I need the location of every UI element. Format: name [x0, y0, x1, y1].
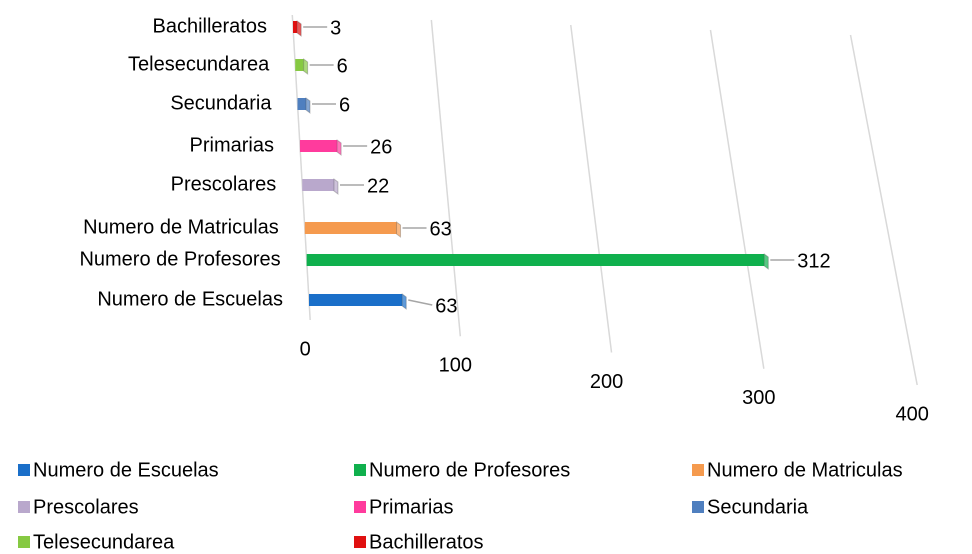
legend-label: Bachilleratos: [369, 531, 484, 553]
legend-swatch: [18, 536, 30, 548]
bar-cap: [336, 139, 342, 156]
value-label: 63: [435, 295, 457, 317]
bar: [309, 294, 403, 306]
category-label: Telesecundarea: [128, 53, 270, 75]
value-label: 63: [430, 218, 452, 240]
legend-swatch: [354, 501, 366, 513]
category-label: Numero de Escuelas: [97, 288, 283, 310]
bar: [299, 140, 338, 152]
category-label: Primarias: [190, 134, 274, 156]
value-label: 6: [339, 94, 350, 116]
category-label: Numero de Profesores: [79, 248, 280, 270]
legend-swatch: [692, 501, 704, 513]
bar: [297, 98, 307, 110]
legend-swatch: [354, 536, 366, 548]
legend-label: Numero de Escuelas: [33, 459, 219, 481]
x-tick-label: 200: [590, 371, 623, 393]
value-label: 26: [370, 136, 392, 158]
value-label: 312: [797, 250, 830, 272]
legend-swatch: [692, 464, 704, 476]
legend-label: Telesecundarea: [33, 531, 175, 553]
bar: [295, 59, 304, 71]
legend-swatch: [18, 464, 30, 476]
bar-cap: [303, 58, 309, 75]
legend-label: Numero de Profesores: [369, 459, 570, 481]
bar: [293, 21, 298, 33]
category-label: Secundaria: [170, 92, 272, 114]
category-label: Bachilleratos: [152, 15, 267, 37]
leader-line: [408, 299, 433, 306]
grid-line: [709, 29, 765, 369]
category-label: Prescolares: [171, 173, 277, 195]
bar: [304, 222, 397, 234]
grid-line: [849, 34, 918, 386]
grid-line: [570, 24, 613, 353]
grid-line: [430, 19, 462, 337]
legend-label: Prescolares: [33, 496, 139, 518]
legend-label: Secundaria: [707, 496, 809, 518]
bar: [302, 179, 334, 191]
bar-cap: [305, 97, 311, 114]
bar-cap: [763, 253, 769, 270]
x-tick-label: 300: [742, 387, 775, 409]
x-tick-label: 0: [300, 338, 311, 360]
value-label: 3: [330, 17, 341, 39]
legend-swatch: [18, 501, 30, 513]
category-label: Numero de Matriculas: [83, 216, 279, 238]
bar: [306, 254, 765, 266]
value-label: 22: [367, 175, 389, 197]
bar-cap: [396, 221, 402, 238]
legend-swatch: [354, 464, 366, 476]
legend-label: Primarias: [369, 496, 453, 518]
bar-cap: [401, 293, 407, 310]
x-tick-label: 400: [896, 403, 929, 425]
value-label: 6: [337, 55, 348, 77]
bar-cap: [333, 178, 339, 195]
x-tick-label: 100: [439, 355, 472, 377]
bar-cap: [296, 20, 302, 37]
legend-label: Numero de Matriculas: [707, 459, 903, 481]
